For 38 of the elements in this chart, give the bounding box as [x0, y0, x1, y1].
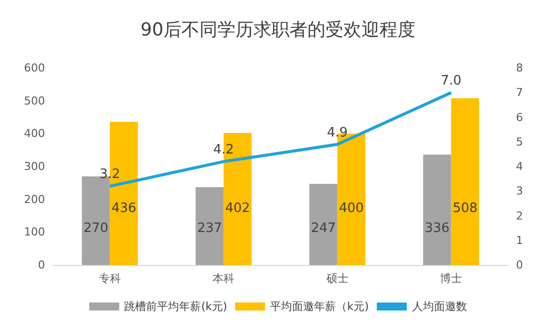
- x-tick-label: 专科: [98, 272, 121, 285]
- data-label: 247: [310, 221, 336, 236]
- y2-tick-label: 5: [516, 135, 523, 148]
- y2-tick-label: 6: [516, 110, 523, 124]
- y2-tick-label: 7: [516, 86, 523, 100]
- data-label: 7.0: [440, 74, 462, 89]
- y-tick-label: 500: [24, 94, 45, 108]
- y-tick-label: 200: [24, 192, 45, 206]
- bar: [196, 187, 224, 265]
- chart-title: 90后不同学历求职者的受欢迎程度: [140, 20, 416, 40]
- legend-label: 人均面邀数: [412, 300, 467, 313]
- y2-tick-label: 1: [516, 234, 523, 247]
- legend-label: 跳槽前平均年薪(k元): [124, 300, 228, 313]
- y2-tick-label: 0: [516, 258, 523, 272]
- y-tick-label: 0: [38, 258, 45, 272]
- bar: [423, 154, 452, 265]
- y-tick-label: 300: [24, 160, 45, 173]
- y-tick-label: 400: [24, 127, 45, 140]
- data-label: 237: [197, 221, 222, 236]
- data-label: 336: [424, 221, 450, 236]
- x-tick-label: 博士: [440, 272, 462, 285]
- bar: [451, 98, 480, 265]
- data-label: 400: [338, 201, 364, 216]
- data-label: 270: [83, 221, 108, 236]
- y-tick-label: 100: [24, 226, 45, 239]
- data-label: 402: [225, 201, 250, 216]
- y2-tick-label: 2: [516, 209, 523, 222]
- bar: [309, 184, 338, 265]
- y2-tick-label: 3: [516, 184, 523, 198]
- y2-tick-label: 8: [516, 62, 523, 74]
- y2-tick-label: 4: [516, 160, 523, 173]
- x-tick-label: 硕士: [325, 272, 348, 285]
- legend-label: 平均面邀年薪（k元): [270, 300, 369, 313]
- data-label: 436: [111, 201, 136, 216]
- data-label: 4.9: [327, 125, 348, 140]
- x-tick-label: 本科: [212, 272, 235, 285]
- y-tick-label: 600: [24, 62, 45, 74]
- data-label: 508: [452, 201, 478, 216]
